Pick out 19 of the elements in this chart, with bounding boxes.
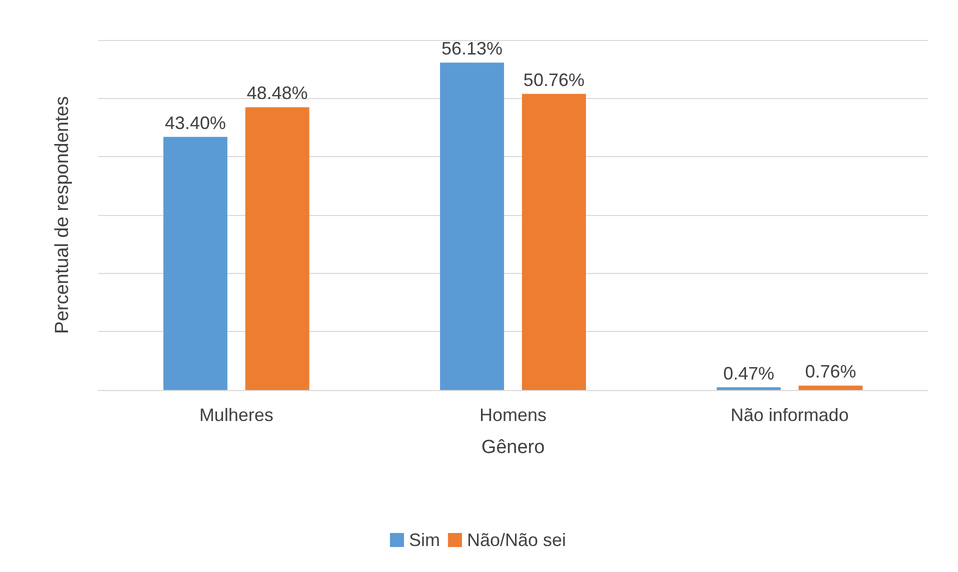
bar bbox=[798, 386, 863, 390]
bar bbox=[716, 387, 781, 390]
bar bbox=[163, 136, 228, 390]
x-axis-title: Gênero bbox=[481, 437, 545, 458]
x-tick-label: Mulheres bbox=[199, 405, 274, 425]
data-label: 56.13% bbox=[442, 38, 503, 59]
bar bbox=[245, 107, 310, 390]
legend-label: Não/Não sei bbox=[466, 530, 566, 550]
x-tick-label: Não informado bbox=[730, 405, 849, 425]
data-label: 43.40% bbox=[164, 112, 226, 133]
data-label: 0.76% bbox=[805, 362, 856, 382]
data-label: 48.48% bbox=[246, 83, 308, 104]
data-label: 0.47% bbox=[723, 363, 774, 384]
bar bbox=[522, 94, 586, 390]
legend-label: Sim bbox=[408, 530, 440, 550]
bar bbox=[440, 62, 504, 390]
x-tick-label: Homens bbox=[479, 405, 547, 425]
y-axis-title: Percentual de respondentes bbox=[52, 96, 73, 334]
data-label: 50.76% bbox=[523, 70, 584, 90]
